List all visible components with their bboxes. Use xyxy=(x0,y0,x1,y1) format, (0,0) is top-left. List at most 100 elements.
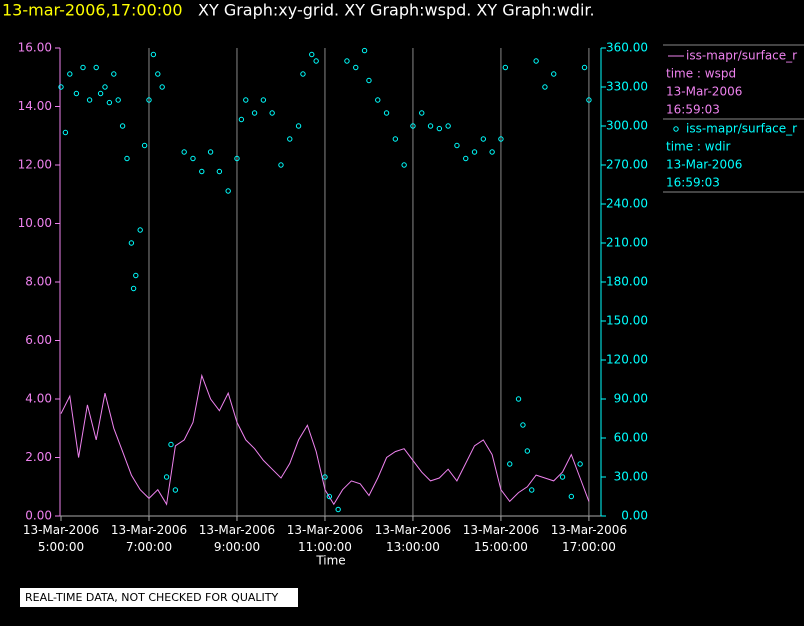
wdir-point xyxy=(106,99,113,106)
wdir-point xyxy=(168,441,174,448)
wdir-point xyxy=(251,110,258,116)
wdir-point xyxy=(278,162,284,168)
y-tick-label: 8.00 xyxy=(25,275,52,289)
wdir-point xyxy=(581,64,588,71)
wdir-point xyxy=(445,123,451,129)
x-tick-label: 13-Mar-2006 11:00:00 xyxy=(287,523,363,554)
wdir-point xyxy=(269,110,275,116)
x-tick-label: 13-Mar-2006 13:00:00 xyxy=(375,523,451,554)
y2-tick-label: 270.00 xyxy=(606,158,648,172)
x-tick-label: 13-Mar-2006 9:00:00 xyxy=(199,523,275,554)
y2-tick-label: 240.00 xyxy=(606,197,648,211)
wdir-point xyxy=(309,51,315,58)
wdir-point xyxy=(419,110,425,116)
wdir-point xyxy=(172,487,179,493)
wdir-point xyxy=(93,64,99,71)
wdir-point xyxy=(260,97,267,103)
wdir-point xyxy=(190,155,196,162)
wdir-point xyxy=(295,123,302,129)
legend-detail: 13-Mar-2006 xyxy=(666,158,742,172)
x-tick-label: 13-Mar-2006 17:00:00 xyxy=(551,523,627,554)
wdir-point xyxy=(115,97,121,103)
chart-title: 13-mar-2006,17:00:00 xyxy=(2,1,183,20)
wdir-point xyxy=(234,155,240,162)
legend-detail: 13-Mar-2006 xyxy=(666,85,742,99)
wdir-point xyxy=(181,149,187,155)
wdir-point xyxy=(463,155,469,162)
wdir-point xyxy=(568,493,575,500)
wdir-point xyxy=(207,149,214,155)
y2-tick-label: 300.00 xyxy=(606,119,648,133)
x-tick-label: 13-Mar-2006 15:00:00 xyxy=(463,523,539,554)
wdir-point xyxy=(163,474,170,480)
wdir-point xyxy=(146,97,152,103)
wdir-point xyxy=(344,58,350,64)
y-tick-label: 16.00 xyxy=(18,41,52,55)
y2-tick-label: 90.00 xyxy=(614,392,648,406)
y-tick-label: 2.00 xyxy=(25,450,52,464)
wdir-point xyxy=(515,396,522,402)
wdir-point xyxy=(361,47,368,54)
wdir-point xyxy=(287,136,293,142)
legend-label: iss-mapr/surface_r xyxy=(686,122,797,136)
wdir-point xyxy=(62,129,69,136)
y2-tick-label: 120.00 xyxy=(606,353,648,367)
wdir-point xyxy=(133,272,139,279)
y-tick-label: 6.00 xyxy=(25,333,52,347)
legend-label: iss-mapr/surface_r xyxy=(686,49,797,63)
wdir-point xyxy=(225,188,231,194)
wdir-point xyxy=(97,90,104,97)
footer-text: REAL-TIME DATA, NOT CHECKED FOR QUALITY xyxy=(25,591,279,604)
legend-detail: 16:59:03 xyxy=(666,103,720,117)
y2-tick-label: 30.00 xyxy=(614,470,648,484)
wdir-point xyxy=(533,58,539,64)
chart-subtitle: XY Graph:xy-grid. XY Graph:wspd. XY Grap… xyxy=(198,1,595,20)
wdir-point xyxy=(498,136,504,142)
wdir-point xyxy=(586,97,592,103)
wdir-point xyxy=(322,474,328,480)
wdir-point xyxy=(326,493,333,500)
y-tick-label: 0.00 xyxy=(25,509,52,523)
wdir-point xyxy=(73,90,80,97)
wdir-point xyxy=(551,71,557,77)
legend-marker xyxy=(673,126,679,132)
wdir-point xyxy=(375,97,381,103)
wdir-point xyxy=(128,240,135,246)
wdir-point xyxy=(529,487,535,493)
y-tick-label: 10.00 xyxy=(18,216,52,230)
wdir-point xyxy=(507,461,513,467)
footer-box xyxy=(20,588,298,607)
wdir-point xyxy=(542,84,548,90)
wdir-point xyxy=(366,77,372,84)
wdir-point xyxy=(480,136,487,142)
wdir-point xyxy=(559,474,566,480)
legend-detail: 16:59:03 xyxy=(666,176,720,190)
wdir-point xyxy=(137,227,143,233)
wdir-point xyxy=(436,125,443,132)
wdir-point xyxy=(86,97,93,103)
wdir-point xyxy=(577,461,583,467)
y2-tick-label: 360.00 xyxy=(606,41,648,55)
x-tick-label: 13-Mar-2006 5:00:00 xyxy=(23,523,99,554)
wdir-point xyxy=(67,71,73,77)
wdir-point xyxy=(489,149,495,155)
wdir-point xyxy=(353,64,359,71)
wdir-point xyxy=(216,168,223,175)
wdir-point xyxy=(401,162,407,168)
wdir-point xyxy=(119,123,126,129)
wdir-point xyxy=(520,422,526,428)
legend-detail: time : wdir xyxy=(666,140,731,154)
wdir-point xyxy=(159,84,165,90)
x-tick-label: 13-Mar-2006 7:00:00 xyxy=(111,523,187,554)
y2-tick-label: 180.00 xyxy=(606,275,648,289)
wdir-point xyxy=(150,51,157,58)
y-tick-label: 14.00 xyxy=(18,99,52,113)
wdir-point xyxy=(80,64,86,71)
wdir-point xyxy=(155,71,161,77)
wdir-point xyxy=(454,142,460,149)
wdir-point xyxy=(335,506,341,513)
wdir-point xyxy=(383,110,390,116)
wdir-point xyxy=(313,58,319,64)
wdir-point xyxy=(102,84,108,90)
